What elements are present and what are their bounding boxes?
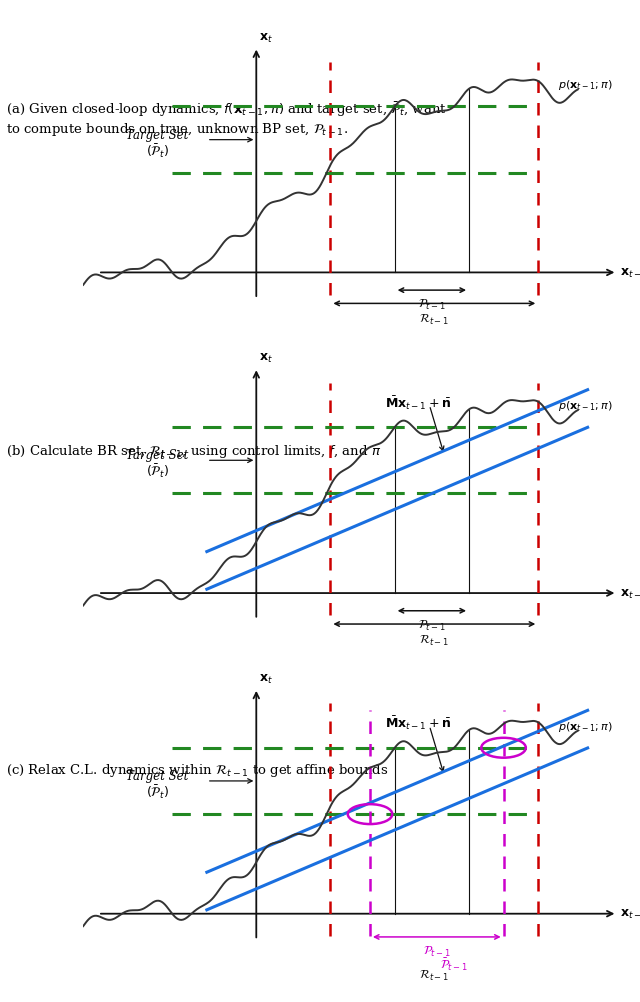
Text: (a) Given closed-loop dynamics, $f(\mathbf{x}_{t-1};\pi)$ and target set, $\bar{: (a) Given closed-loop dynamics, $f(\math… bbox=[6, 100, 447, 138]
Text: $(\bar{\mathcal{P}}_t)$: $(\bar{\mathcal{P}}_t)$ bbox=[146, 463, 169, 480]
Text: $\bar{\mathbf{M}}\mathbf{x}_{t-1}+\bar{\mathbf{n}}$: $\bar{\mathbf{M}}\mathbf{x}_{t-1}+\bar{\… bbox=[385, 714, 451, 732]
Text: $p(\mathbf{x}_{t-1};\pi)$: $p(\mathbf{x}_{t-1};\pi)$ bbox=[558, 78, 612, 92]
Text: (c) Relax C.L. dynamics within $\mathcal{R}_{t-1}$ to get affine bounds: (c) Relax C.L. dynamics within $\mathcal… bbox=[6, 762, 388, 779]
Text: Target Set: Target Set bbox=[126, 128, 189, 141]
Text: $\bar{\mathbf{M}}\mathbf{x}_{t-1}+\bar{\mathbf{n}}$: $\bar{\mathbf{M}}\mathbf{x}_{t-1}+\bar{\… bbox=[385, 394, 451, 412]
Text: $\mathcal{P}_{t-1}$: $\mathcal{P}_{t-1}$ bbox=[418, 298, 445, 312]
Text: $\mathcal{R}_{t-1}$: $\mathcal{R}_{t-1}$ bbox=[419, 633, 449, 648]
Text: $\mathcal{R}_{t-1}$: $\mathcal{R}_{t-1}$ bbox=[419, 968, 449, 983]
Text: $\mathbf{x}_{t-1}$: $\mathbf{x}_{t-1}$ bbox=[620, 587, 640, 601]
Text: $\mathbf{x}_t$: $\mathbf{x}_t$ bbox=[259, 672, 273, 685]
Text: $\mathcal{P}_{t-1}$: $\mathcal{P}_{t-1}$ bbox=[418, 618, 445, 632]
Text: $(\bar{\mathcal{P}}_t)$: $(\bar{\mathcal{P}}_t)$ bbox=[146, 142, 169, 159]
Text: $\mathcal{P}_{t-1}$: $\mathcal{P}_{t-1}$ bbox=[423, 945, 451, 959]
Text: $p(\mathbf{x}_{t-1};\pi)$: $p(\mathbf{x}_{t-1};\pi)$ bbox=[558, 719, 612, 733]
Text: $\mathcal{R}_{t-1}$: $\mathcal{R}_{t-1}$ bbox=[419, 313, 449, 328]
Text: $\mathbf{x}_t$: $\mathbf{x}_t$ bbox=[259, 31, 273, 44]
Text: (b) Calculate BR set, $\mathcal{R}_{t-1}$, using control limits, $f$, and $\pi$: (b) Calculate BR set, $\mathcal{R}_{t-1}… bbox=[6, 443, 381, 460]
Text: $p(\mathbf{x}_{t-1};\pi)$: $p(\mathbf{x}_{t-1};\pi)$ bbox=[558, 399, 612, 413]
Text: Target Set: Target Set bbox=[126, 770, 189, 783]
Text: Target Set: Target Set bbox=[126, 449, 189, 462]
Text: $\mathbf{x}_t$: $\mathbf{x}_t$ bbox=[259, 352, 273, 365]
Text: $\bar{\mathcal{P}}_{t-1}$: $\bar{\mathcal{P}}_{t-1}$ bbox=[440, 956, 468, 973]
Text: $\mathbf{x}_{t-1}$: $\mathbf{x}_{t-1}$ bbox=[620, 908, 640, 922]
Text: $\mathbf{x}_{t-1}$: $\mathbf{x}_{t-1}$ bbox=[620, 267, 640, 281]
Text: $(\bar{\mathcal{P}}_t)$: $(\bar{\mathcal{P}}_t)$ bbox=[146, 784, 169, 801]
